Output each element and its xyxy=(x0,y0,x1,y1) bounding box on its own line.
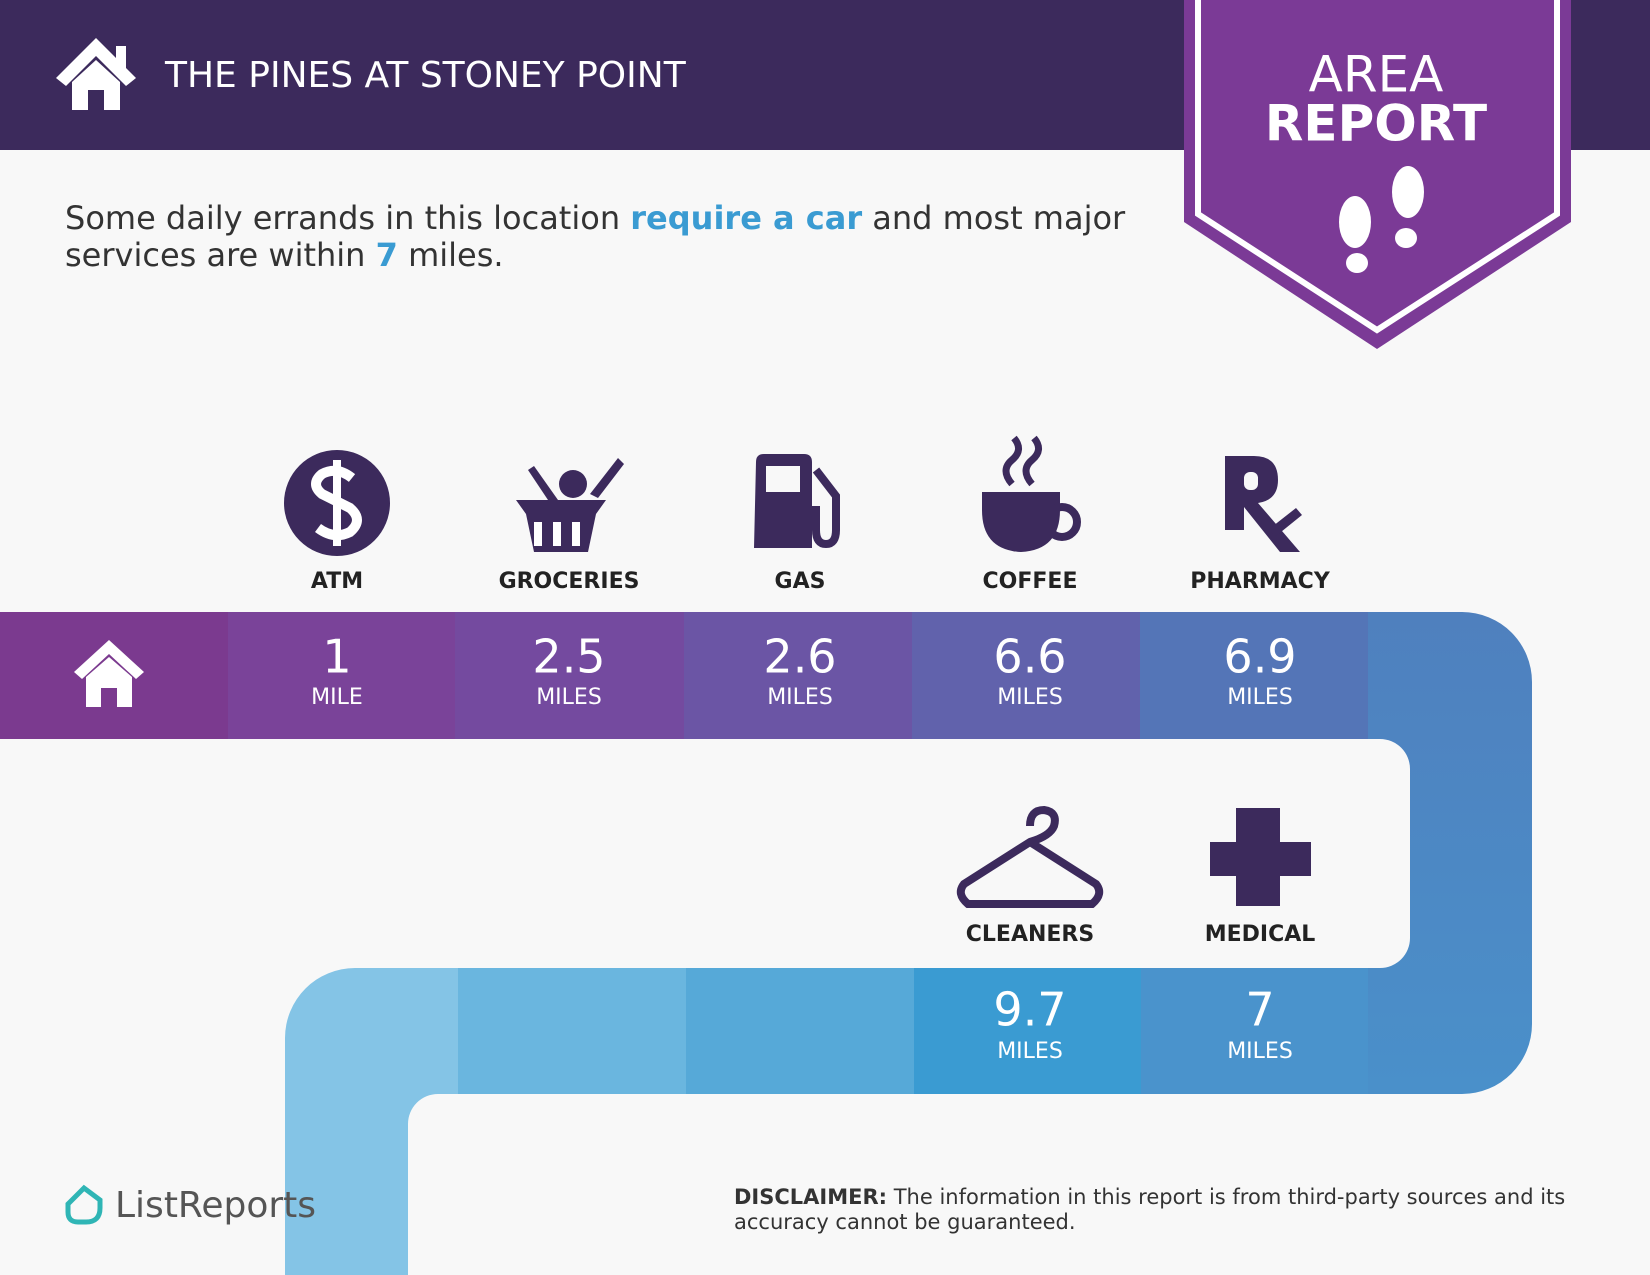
disclaimer-label: DISCLAIMER: xyxy=(734,1185,888,1209)
badge-text: AREA xyxy=(1309,46,1444,104)
service-icons xyxy=(284,435,1311,908)
summary-highlight: require a car xyxy=(630,199,863,237)
badge-outline xyxy=(1195,0,1560,334)
summary-text: Some daily errands in this location xyxy=(65,199,631,237)
service-distance: 6.6 xyxy=(993,630,1066,684)
service-name: MEDICAL xyxy=(1205,922,1316,947)
footprints-icon xyxy=(1339,166,1424,273)
service-name: PHARMACY xyxy=(1190,569,1331,594)
summary-text: and most major services are within xyxy=(65,199,1126,274)
service-unit: MILES xyxy=(536,685,602,710)
road xyxy=(0,612,1532,1275)
service-distance: 2.6 xyxy=(763,630,836,684)
service-name: COFFEE xyxy=(983,569,1078,594)
service-distance: 6.9 xyxy=(1223,630,1296,684)
service-distance: 7 xyxy=(1245,983,1274,1037)
summary-highlight: 7 xyxy=(375,236,398,274)
service-distance: 9.7 xyxy=(993,983,1066,1037)
house-icon xyxy=(56,38,136,110)
road-house-icon xyxy=(74,640,144,707)
badge xyxy=(1184,0,1571,349)
disclaimer: DISCLAIMER: The information in this repo… xyxy=(734,1185,1594,1235)
service-unit: MILES xyxy=(1227,1039,1293,1064)
brand-icon xyxy=(65,1184,103,1225)
summary-text: miles. xyxy=(397,236,504,274)
service-unit: MILES xyxy=(997,685,1063,710)
service-name: GROCERIES xyxy=(499,569,640,594)
badge-text: REPORT xyxy=(1265,95,1487,153)
summary: Some daily errands in this location requ… xyxy=(65,200,1145,274)
brand: ListReports xyxy=(115,1185,316,1226)
service-name: GAS xyxy=(775,569,826,594)
service-unit: MILE xyxy=(311,685,363,710)
service-unit: MILES xyxy=(767,685,833,710)
service-unit: MILES xyxy=(1227,685,1293,710)
service-name: CLEANERS xyxy=(966,922,1094,947)
title: THE PINES AT STONEY POINT xyxy=(164,55,687,96)
service-distance: 1 xyxy=(322,630,351,684)
service-name: ATM xyxy=(311,569,363,594)
service-unit: MILES xyxy=(997,1039,1063,1064)
service-distance: 2.5 xyxy=(532,630,605,684)
disclaimer-text: The information in this report is from t… xyxy=(734,1185,1566,1234)
